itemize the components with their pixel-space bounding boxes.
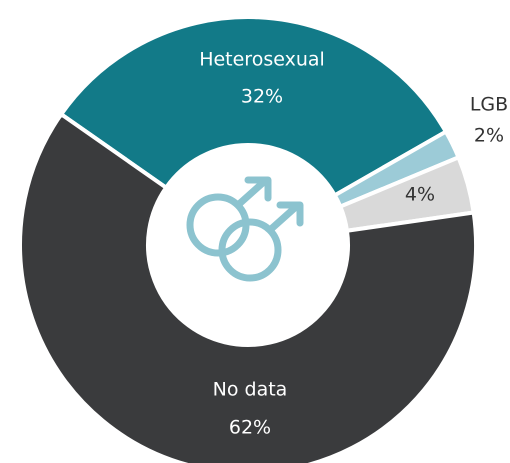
value-label: 32%	[241, 86, 283, 108]
category-label: No data	[213, 379, 288, 401]
value-label: 62%	[229, 417, 271, 439]
category-label: LGB	[470, 94, 508, 116]
center-icon	[186, 176, 304, 282]
category-label: Heterosexual	[199, 49, 325, 71]
slice	[59, 15, 448, 198]
icon-arrow	[266, 201, 304, 234]
icon-ring	[218, 218, 282, 282]
icon-arrow	[234, 176, 272, 209]
labels: Heterosexual 32% LGB 2% 4% No data 62%	[199, 49, 508, 439]
donut	[18, 15, 478, 463]
slice	[18, 112, 478, 463]
value-label: 2%	[474, 125, 504, 147]
value-label: 4%	[405, 184, 435, 206]
